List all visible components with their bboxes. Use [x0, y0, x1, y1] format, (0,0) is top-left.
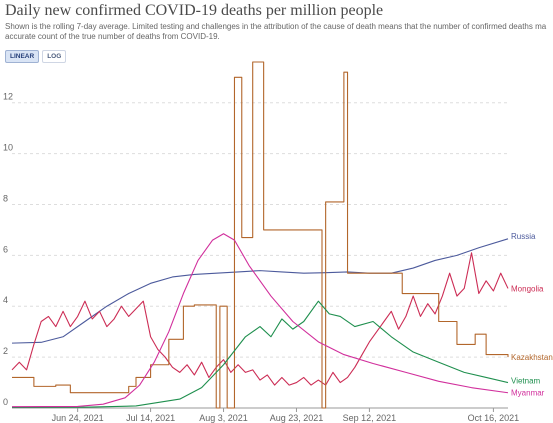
y-axis: 0 2 4 6 8 10 12: [3, 92, 13, 407]
y-tick-label: 8: [3, 193, 8, 203]
series-labels: Russia Mongolia Kazakhstan Vietnam Myanmar: [511, 232, 553, 398]
series-label-mongolia: Mongolia: [511, 284, 544, 293]
series-label-vietnam: Vietnam: [511, 377, 541, 386]
series-label-kazakhstan: Kazakhstan: [511, 353, 553, 362]
series-label-russia: Russia: [511, 232, 536, 241]
x-tick-label: Aug 3, 2021: [199, 413, 248, 423]
series-label-myanmar: Myanmar: [511, 389, 545, 398]
linear-scale-button[interactable]: LINEAR: [5, 50, 40, 63]
grid-lines: [12, 102, 508, 409]
y-tick-label: 10: [3, 143, 13, 153]
x-axis: Jun 24, 2021 Jul 14, 2021 Aug 3, 2021 Aug 2…: [52, 408, 520, 423]
series-line-vietnam: [11, 300, 509, 409]
series-line-myanmar: [11, 233, 509, 408]
x-tick-label: Oct 16, 2021: [468, 413, 520, 423]
y-tick-label: 2: [3, 346, 8, 356]
y-tick-label: 0: [3, 397, 8, 407]
x-tick-label: Aug 23, 2021: [270, 413, 324, 423]
x-tick-label: Sep 12, 2021: [343, 413, 397, 423]
y-tick-label: 6: [3, 244, 8, 254]
x-tick-label: Jun 24, 2021: [52, 413, 104, 423]
series-line-mongolia: [11, 252, 509, 386]
series-line-russia: [11, 238, 509, 344]
y-tick-label: 12: [3, 92, 13, 102]
scale-toggle-group: LINEAR LOG: [5, 50, 67, 63]
y-tick-label: 4: [3, 295, 8, 305]
chart-title: Daily new confirmed COVID-19 deaths per …: [5, 2, 384, 19]
x-tick-label: Jul 14, 2021: [126, 413, 175, 423]
series-line-kazakhstan: [12, 61, 509, 409]
series-lines: [11, 61, 509, 409]
chart-subtitle: Shown is the rolling 7-day average. Limi…: [5, 22, 547, 41]
log-scale-button[interactable]: LOG: [42, 50, 67, 63]
